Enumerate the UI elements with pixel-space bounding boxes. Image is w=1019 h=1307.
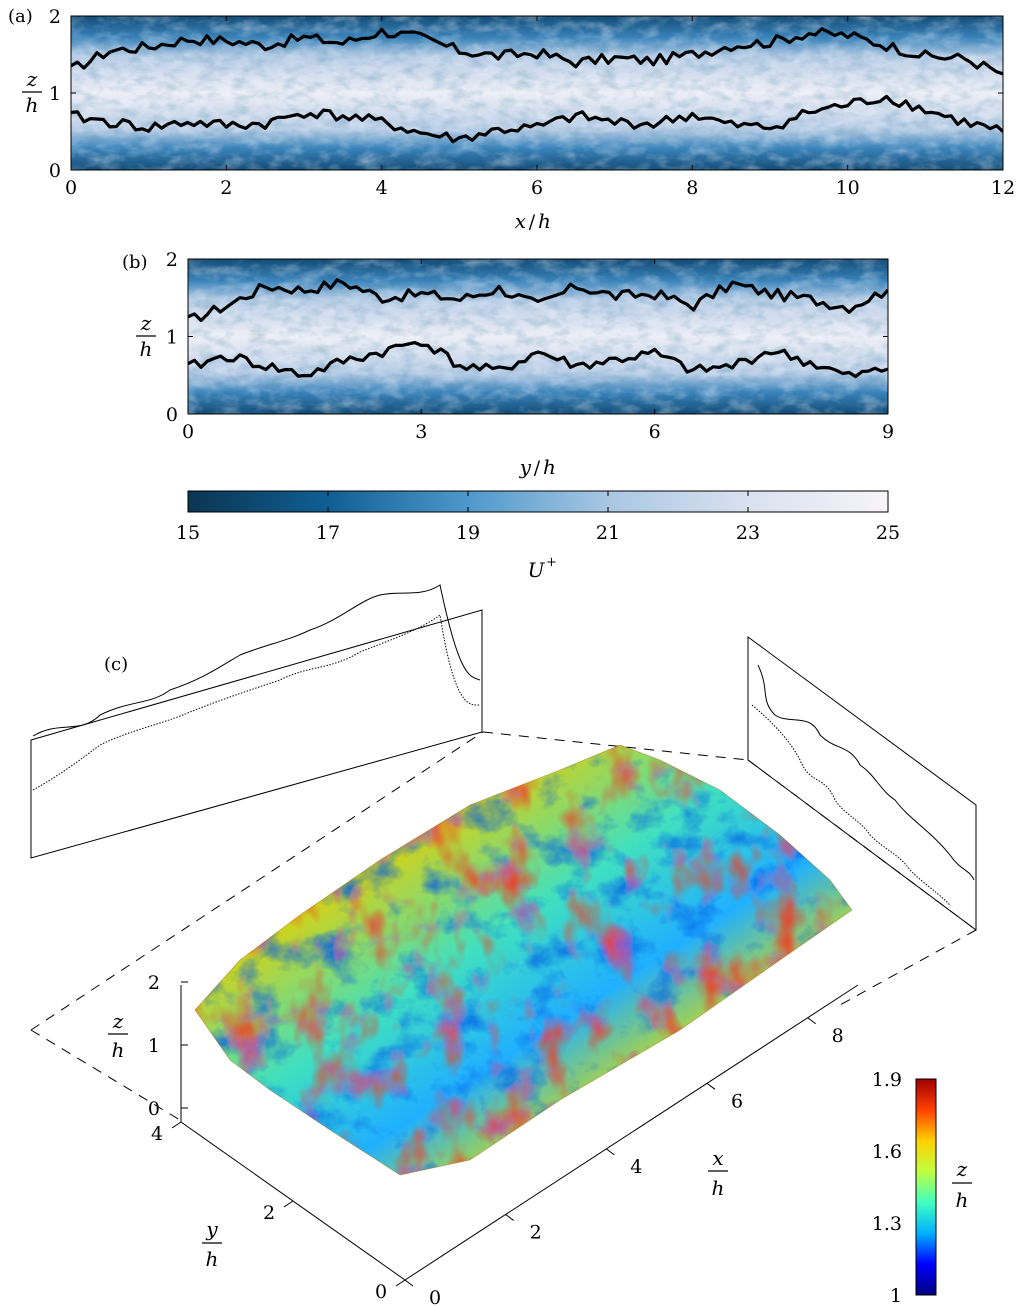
height-colorbar: 1 1.3 1.6 1.9 z h bbox=[872, 1069, 972, 1307]
panel-a-xtick-label: 6 bbox=[531, 177, 543, 199]
velocity-colorbar-tick-label: 21 bbox=[596, 522, 620, 544]
svg-text:y: y bbox=[205, 1217, 218, 1241]
panel-a: (a) 0 2 4 6 8 10 12 012 x / h z h bbox=[8, 6, 1015, 233]
svg-text:h: h bbox=[712, 1176, 725, 1200]
svg-text:h: h bbox=[140, 337, 153, 361]
svg-text:h: h bbox=[543, 455, 556, 479]
panel-c-ytick-mark bbox=[283, 1200, 294, 1208]
panel-c-ytick-mark bbox=[171, 1121, 182, 1129]
height-colorbar-tick-label: 1 bbox=[890, 1285, 902, 1307]
panel-a-xlabel: x / h bbox=[515, 209, 551, 233]
velocity-colorbar-tick-label: 23 bbox=[736, 522, 760, 544]
panel-c-ztick-label: 1 bbox=[148, 1035, 160, 1057]
svg-text:h: h bbox=[956, 1188, 969, 1212]
panel-c-xtick-label: 4 bbox=[630, 1156, 642, 1178]
velocity-colorbar: 15 17 19 21 23 25 U + bbox=[176, 490, 900, 582]
panel-a-ytick-label: 1 bbox=[49, 83, 61, 105]
panel-c-ytick-label: 0 bbox=[375, 1281, 387, 1303]
panel-c-xtick-mark bbox=[505, 1214, 514, 1221]
svg-text:h: h bbox=[538, 209, 551, 233]
panel-c-ytick-label: 2 bbox=[263, 1202, 275, 1224]
panel-c-label: (c) bbox=[104, 654, 128, 675]
panel-a-lower-interface bbox=[71, 94, 1003, 144]
panel-b-xtick-label: 3 bbox=[415, 421, 427, 443]
velocity-colorbar-label: U + bbox=[528, 555, 557, 582]
svg-text:y: y bbox=[519, 455, 532, 479]
panel-b: (b) 0 3 6 9 0 1 2 y / h z h bbox=[122, 249, 894, 479]
panel-a-xtick-label: 10 bbox=[836, 177, 860, 199]
yz-upper-interface bbox=[757, 664, 975, 881]
svg-text:z: z bbox=[140, 311, 152, 335]
panel-a-label: (a) bbox=[8, 6, 33, 27]
panel-c-xtick-label: 2 bbox=[530, 1221, 542, 1243]
svg-text:h: h bbox=[26, 93, 39, 117]
svg-text:x: x bbox=[712, 1146, 723, 1170]
panel-b-xlabel: y / h bbox=[519, 455, 556, 479]
velocity-colorbar-tick-label: 15 bbox=[176, 522, 200, 544]
panel-c-xtick-mark bbox=[706, 1082, 716, 1090]
panel-c: (c) 0 1 2 z h 0 2 4 y bbox=[30, 584, 977, 1307]
panel-c-ytick-mark bbox=[395, 1279, 406, 1287]
svg-text:/: / bbox=[529, 211, 536, 233]
panel-c-xtick-mark bbox=[807, 1017, 816, 1025]
panel-c-xtick-mark bbox=[606, 1148, 615, 1156]
svg-text:x: x bbox=[515, 209, 526, 233]
panel-a-xtick-label: 4 bbox=[376, 177, 388, 199]
svg-text:h: h bbox=[112, 1038, 125, 1062]
panel-b-label: (b) bbox=[122, 252, 148, 273]
panel-a-ylabel: z h bbox=[22, 67, 42, 117]
panel-b-ytick-label: 1 bbox=[166, 327, 178, 349]
floor-line-back bbox=[30, 731, 484, 1031]
svg-text:z: z bbox=[956, 1157, 968, 1181]
panel-b-xtick-label: 0 bbox=[182, 421, 194, 443]
panel-b-xtick-label: 6 bbox=[649, 421, 661, 443]
panel-b-ytick-label: 0 bbox=[166, 404, 178, 426]
height-colorbar-tick-label: 1.9 bbox=[872, 1069, 902, 1091]
svg-text:z: z bbox=[26, 67, 38, 91]
panel-c-ztick-label: 0 bbox=[148, 1098, 160, 1120]
velocity-colorbar-tick-label: 25 bbox=[876, 522, 900, 544]
panel-a-ytick-label: 2 bbox=[49, 6, 61, 28]
panel-a-xtick-label: 0 bbox=[65, 177, 77, 199]
yz-lower-interface bbox=[751, 704, 951, 906]
panel-a-xtick-label: 8 bbox=[686, 177, 698, 199]
panel-c-zlabel: z h bbox=[108, 1009, 128, 1062]
height-colorbar-tick-label: 1.6 bbox=[872, 1141, 902, 1163]
panel-c-xlabel: x h bbox=[708, 1146, 728, 1200]
wall-lower-interface bbox=[32, 614, 481, 791]
panel-c-xtick-label: 0 bbox=[429, 1287, 441, 1307]
interface-surface bbox=[194, 744, 853, 1176]
panel-c-xtick-mark bbox=[404, 1279, 414, 1287]
panel-c-ztick-label: 2 bbox=[148, 972, 160, 994]
panel-c-xtick-label: 8 bbox=[832, 1025, 844, 1047]
panel-a-upper-interface bbox=[71, 27, 1003, 76]
velocity-colorbar-tick-label: 19 bbox=[456, 522, 480, 544]
panel-c-xtick-label: 6 bbox=[731, 1090, 743, 1112]
svg-text:z: z bbox=[112, 1009, 124, 1033]
svg-text:+: + bbox=[546, 555, 557, 570]
panel-c-ylabel: y h bbox=[202, 1217, 222, 1271]
xz-projection-wall bbox=[30, 609, 483, 859]
panel-b-ylabel: z h bbox=[136, 311, 156, 361]
height-colorbar-label: z h bbox=[952, 1157, 972, 1212]
panel-a-xtick-label: 2 bbox=[220, 177, 232, 199]
panel-a-xtick-label: 12 bbox=[991, 177, 1015, 199]
svg-text:U: U bbox=[528, 558, 546, 582]
panel-b-xtick-label: 9 bbox=[882, 421, 894, 443]
panel-b-lower-interface bbox=[188, 341, 888, 379]
panel-b-ytick-label: 2 bbox=[166, 249, 178, 271]
height-colorbar-tick-label: 1.3 bbox=[872, 1213, 902, 1235]
wall-upper-interface bbox=[32, 584, 481, 737]
panel-b-upper-interface bbox=[188, 278, 888, 323]
panel-a-ytick-label: 0 bbox=[49, 160, 61, 182]
svg-text:/: / bbox=[534, 457, 541, 479]
panel-c-ytick-label: 4 bbox=[151, 1123, 163, 1145]
svg-text:h: h bbox=[206, 1247, 219, 1271]
velocity-colorbar-tick-label: 17 bbox=[316, 522, 340, 544]
